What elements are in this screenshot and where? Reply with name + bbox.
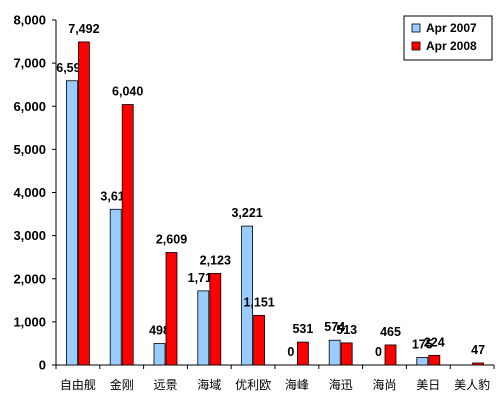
bar-apr-2008 [472,362,485,366]
legend [403,15,493,61]
data-label: 1,151 [243,295,274,309]
x-category-label: 优利欧 [235,378,271,392]
data-label: 574 [324,320,345,334]
bar-apr-2008 [340,342,353,366]
bar-apr-2008 [428,354,441,366]
y-tick-label: 2,000 [13,271,46,286]
x-category-label: 海峰 [285,377,309,392]
bar-apr-2008 [165,252,178,366]
bar-apr-2007 [197,290,210,366]
data-label: 2,123 [200,253,231,267]
data-label: 513 [336,323,357,337]
legend-label: Apr 2008 [426,39,477,53]
x-category-label: 自由舰 [60,378,96,392]
y-tick-label: 1,000 [13,314,46,329]
legend-swatch [411,23,421,33]
y-tick-label: 6,000 [13,99,46,114]
y-tick-label: 5,000 [13,142,46,157]
x-category-label: 美日 [416,378,440,392]
data-label: 3,221 [231,206,262,220]
data-label: 465 [380,325,401,339]
data-label: 2,609 [156,232,187,246]
bar-apr-2007 [109,208,122,366]
bar-apr-2008 [253,314,266,366]
y-tick-label: 4,000 [13,185,46,200]
y-tick-label: 7,000 [13,56,46,71]
x-category-label: 海域 [197,377,221,392]
data-label: 7,492 [68,22,99,36]
x-category-label: 金刚 [110,377,134,392]
data-label: 0 [287,345,294,359]
bar-apr-2007 [416,357,429,366]
bar-apr-2007 [153,343,166,366]
bar-apr-2008 [121,104,134,366]
bar-apr-2007 [328,339,341,366]
bar-apr-2008 [209,273,222,366]
data-label: 531 [292,322,313,336]
x-category-label: 远景 [153,378,177,392]
data-label: 498 [149,324,170,338]
data-label: 175 [412,337,433,351]
legend-swatch [411,41,421,51]
bar-apr-2008 [384,344,397,366]
y-tick-label: 8,000 [13,13,46,28]
y-tick-label: 0 [39,358,46,373]
y-tick-label: 3,000 [13,228,46,243]
legend-label: Apr 2007 [426,21,477,35]
x-category-label: 海迅 [329,377,353,392]
data-label: 6,040 [112,85,143,99]
bar-apr-2007 [241,225,254,366]
data-label: 47 [471,343,485,357]
bar-apr-2008 [296,341,309,366]
x-category-label: 海尚 [372,377,396,392]
data-label: 224 [424,335,445,349]
bar-apr-2007 [66,80,78,366]
data-label: 0 [375,345,382,359]
x-category-label: 美人豹 [454,377,490,392]
bar-apr-2008 [78,41,90,366]
